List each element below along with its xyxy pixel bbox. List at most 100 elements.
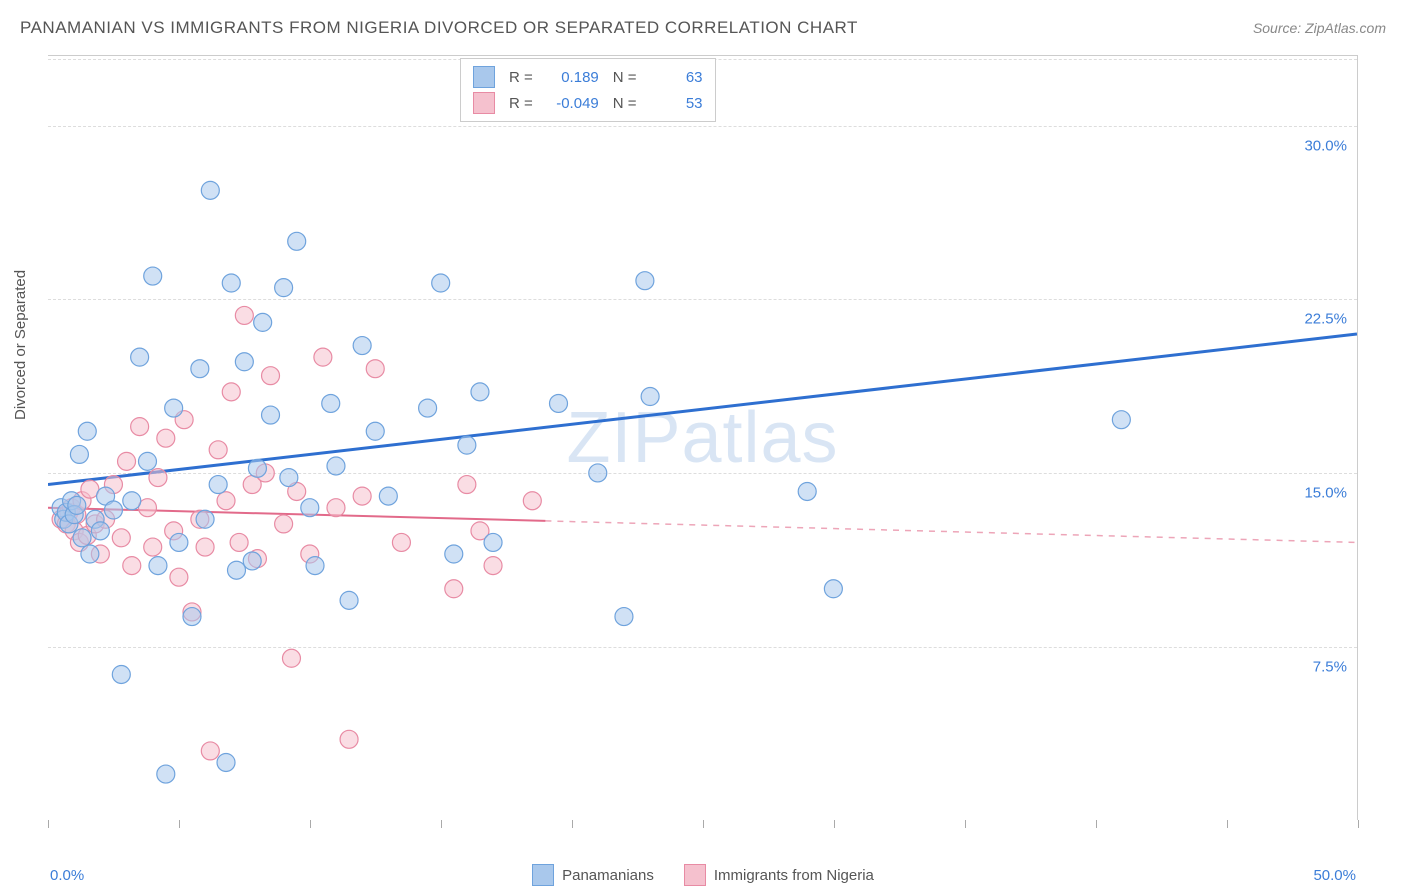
- data-point: [201, 742, 219, 760]
- data-point: [340, 591, 358, 609]
- data-point: [230, 533, 248, 551]
- data-point: [280, 469, 298, 487]
- data-point: [824, 580, 842, 598]
- data-point: [275, 515, 293, 533]
- n-value-0: 63: [647, 69, 703, 86]
- data-point: [445, 545, 463, 563]
- data-point: [327, 499, 345, 517]
- x-tick: [703, 820, 704, 828]
- data-point: [392, 533, 410, 551]
- data-point: [81, 545, 99, 563]
- x-tick: [965, 820, 966, 828]
- data-point: [327, 457, 345, 475]
- data-point: [432, 274, 450, 292]
- data-point: [222, 274, 240, 292]
- trend-line-dashed: [545, 521, 1357, 543]
- data-point: [235, 353, 253, 371]
- y-axis-label: Divorced or Separated: [12, 270, 29, 420]
- swatch-series-0: [473, 66, 495, 88]
- series-1-label: Immigrants from Nigeria: [714, 867, 874, 884]
- data-point: [73, 529, 91, 547]
- data-point: [262, 406, 280, 424]
- data-point: [227, 561, 245, 579]
- data-point: [1112, 411, 1130, 429]
- data-point: [306, 557, 324, 575]
- data-point: [149, 557, 167, 575]
- data-point: [112, 529, 130, 547]
- data-point: [340, 730, 358, 748]
- data-point: [798, 482, 816, 500]
- data-point: [170, 568, 188, 586]
- data-point: [217, 754, 235, 772]
- legend-row-series-1: R = -0.049 N = 53: [473, 90, 703, 116]
- swatch-series-1: [684, 864, 706, 886]
- r-value-0: 0.189: [543, 69, 599, 86]
- data-point: [484, 557, 502, 575]
- x-tick: [1358, 820, 1359, 828]
- data-point: [123, 492, 141, 510]
- legend-row-series-0: R = 0.189 N = 63: [473, 64, 703, 90]
- chart-area: ZIPatlas 7.5%15.0%22.5%30.0%: [48, 55, 1358, 820]
- data-point: [636, 272, 654, 290]
- n-label: N =: [613, 95, 637, 112]
- data-point: [445, 580, 463, 598]
- legend-correlation: R = 0.189 N = 63 R = -0.049 N = 53: [460, 58, 716, 122]
- chart-title: PANAMANIAN VS IMMIGRANTS FROM NIGERIA DI…: [20, 18, 858, 38]
- x-tick: [48, 820, 49, 828]
- data-point: [222, 383, 240, 401]
- data-point: [275, 279, 293, 297]
- data-point: [149, 469, 167, 487]
- data-point: [165, 399, 183, 417]
- data-point: [209, 476, 227, 494]
- r-value-1: -0.049: [543, 95, 599, 112]
- x-tick: [1227, 820, 1228, 828]
- x-tick: [834, 820, 835, 828]
- data-point: [201, 181, 219, 199]
- data-point: [170, 533, 188, 551]
- data-point: [112, 665, 130, 683]
- data-point: [353, 487, 371, 505]
- data-point: [138, 452, 156, 470]
- data-point: [282, 649, 300, 667]
- data-point: [301, 499, 319, 517]
- legend-item-series-0: Panamanians: [532, 864, 654, 886]
- data-point: [288, 232, 306, 250]
- data-point: [157, 429, 175, 447]
- legend-item-series-1: Immigrants from Nigeria: [684, 864, 874, 886]
- data-point: [379, 487, 397, 505]
- data-point: [196, 510, 214, 528]
- data-point: [91, 522, 109, 540]
- n-value-1: 53: [647, 95, 703, 112]
- data-point: [248, 459, 266, 477]
- data-point: [419, 399, 437, 417]
- data-point: [183, 608, 201, 626]
- data-point: [243, 552, 261, 570]
- data-point: [589, 464, 607, 482]
- data-point: [366, 422, 384, 440]
- data-point: [70, 445, 88, 463]
- data-point: [641, 388, 659, 406]
- data-point: [314, 348, 332, 366]
- data-point: [131, 348, 149, 366]
- swatch-series-1: [473, 92, 495, 114]
- data-point: [131, 418, 149, 436]
- r-label: R =: [509, 95, 533, 112]
- data-point: [254, 313, 272, 331]
- data-point: [123, 557, 141, 575]
- data-point: [322, 394, 340, 412]
- scatter-plot: [48, 56, 1357, 820]
- n-label: N =: [613, 69, 637, 86]
- data-point: [118, 452, 136, 470]
- data-point: [484, 533, 502, 551]
- series-0-label: Panamanians: [562, 867, 654, 884]
- data-point: [157, 765, 175, 783]
- x-tick: [310, 820, 311, 828]
- swatch-series-0: [532, 864, 554, 886]
- x-min-label: 0.0%: [50, 867, 84, 884]
- x-tick: [1096, 820, 1097, 828]
- data-point: [615, 608, 633, 626]
- data-point: [196, 538, 214, 556]
- data-point: [458, 436, 476, 454]
- x-tick: [441, 820, 442, 828]
- data-point: [144, 267, 162, 285]
